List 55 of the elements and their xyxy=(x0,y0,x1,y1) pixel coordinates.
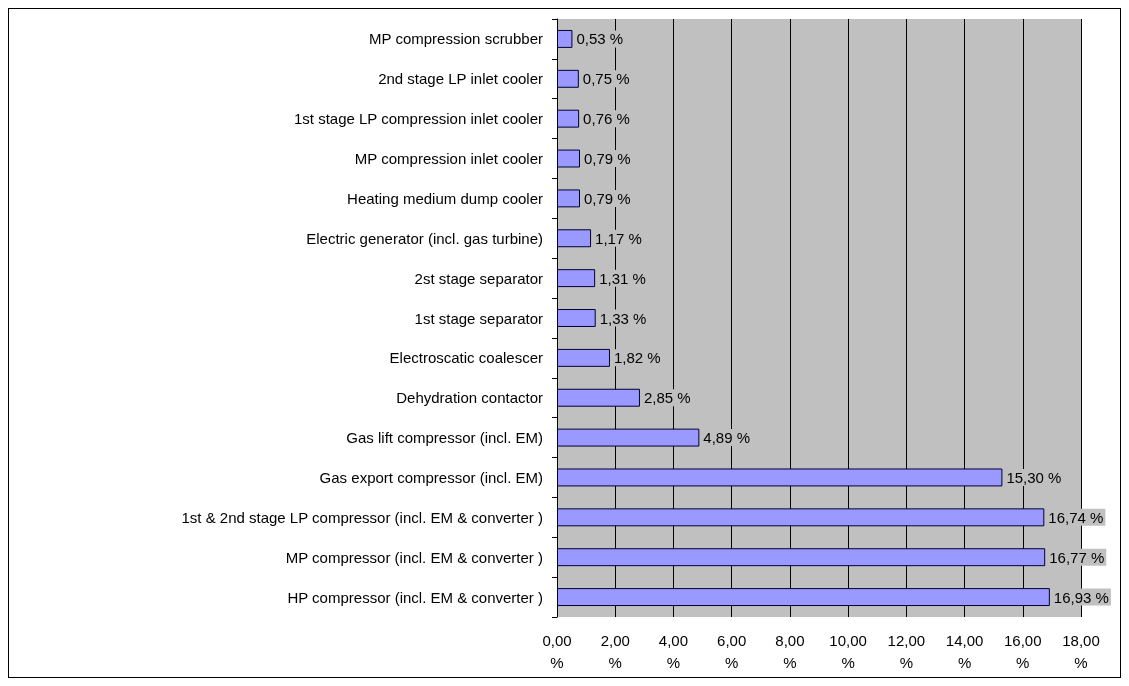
data-label: 0,79 % xyxy=(584,150,631,168)
data-label: 0,75 % xyxy=(582,70,630,88)
bar xyxy=(557,348,610,367)
bar xyxy=(557,468,1003,487)
data-label: 0,53 % xyxy=(576,30,624,48)
x-tick-label: 14,00 % xyxy=(945,631,984,671)
y-tick-label: MP compression scrubber xyxy=(369,30,543,48)
x-tick-label: 10,00 % xyxy=(829,631,867,671)
data-label: 1,82 % xyxy=(613,349,661,367)
x-tick-label: 12,00 % xyxy=(887,631,926,671)
y-tick-label: 2nd stage LP inlet cooler xyxy=(378,70,543,88)
y-tick-label: Dehydration contactor xyxy=(396,389,543,407)
bar xyxy=(557,309,596,327)
y-tick-label: 1st & 2nd stage LP compressor (incl. EM & converter ) xyxy=(181,508,543,526)
y-tick-label: MP compression inlet cooler xyxy=(354,150,543,168)
bar xyxy=(557,69,579,88)
data-label: 4,89 % xyxy=(703,429,751,447)
bar xyxy=(557,588,1050,607)
y-tick-label: Heating medium dump cooler xyxy=(347,189,543,207)
y-tick-label: 1st stage LP compression inlet cooler xyxy=(293,110,543,128)
data-label: 1,17 % xyxy=(595,229,642,247)
data-label: 16,74 % xyxy=(1048,508,1104,526)
x-tick-label: 18,00 % xyxy=(1062,631,1100,671)
y-tick-label: Electroscatic coalescer xyxy=(389,349,543,367)
data-label: 2,85 % xyxy=(643,389,691,407)
bar xyxy=(557,428,700,447)
bar xyxy=(557,508,1045,527)
bar xyxy=(557,388,640,407)
y-tick-label: HP compressor (incl. EM & converter ) xyxy=(287,588,543,606)
y-tick-label: 1st stage separator xyxy=(414,309,543,327)
x-tick-label: 4,00 % xyxy=(658,631,689,671)
y-tick-label: Electric generator (incl. gas turbine) xyxy=(306,229,543,247)
x-tick-label: 6,00 % xyxy=(717,631,747,671)
y-tick-label: Gas export compressor (incl. EM) xyxy=(319,468,543,486)
bar xyxy=(557,149,580,168)
bar xyxy=(557,189,580,208)
bar xyxy=(557,229,592,248)
data-label: 16,77 % xyxy=(1049,548,1105,566)
y-tick-label: 2st stage separator xyxy=(414,269,543,287)
bar xyxy=(557,109,580,128)
x-tick-label: 0,00 % xyxy=(542,631,572,671)
data-label: 15,30 % xyxy=(1006,468,1062,486)
bar xyxy=(557,548,1046,567)
data-label: 0,79 % xyxy=(584,189,631,207)
data-label: 16,93 % xyxy=(1053,588,1109,606)
bar xyxy=(557,269,596,288)
bar xyxy=(557,29,573,48)
data-label: 1,31 % xyxy=(599,269,646,287)
x-tick-label: 8,00 % xyxy=(775,631,805,671)
data-label: 1,33 % xyxy=(599,309,647,327)
x-tick-label: 16,00 % xyxy=(1004,631,1042,671)
data-label: 0,76 % xyxy=(583,110,630,128)
y-tick-label: Gas lift compressor (incl. EM) xyxy=(346,429,543,447)
x-tick-label: 2,00 % xyxy=(600,631,630,671)
y-tick-label: MP compressor (incl. EM & converter ) xyxy=(285,548,543,566)
